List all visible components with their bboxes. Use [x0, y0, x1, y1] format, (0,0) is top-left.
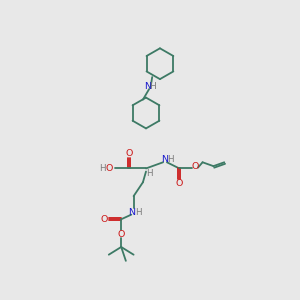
Text: H: H — [167, 155, 173, 164]
Text: O: O — [118, 230, 125, 239]
Text: O: O — [192, 162, 199, 171]
Text: O: O — [105, 164, 112, 173]
Text: N: N — [161, 155, 168, 164]
Text: N: N — [129, 208, 136, 217]
Text: O: O — [176, 179, 183, 188]
Text: H: H — [146, 169, 152, 178]
Text: O: O — [100, 215, 108, 224]
Text: H: H — [150, 82, 156, 91]
Text: O: O — [125, 148, 133, 158]
Text: H: H — [135, 208, 142, 217]
Text: N: N — [144, 82, 151, 91]
Text: H: H — [99, 164, 106, 173]
